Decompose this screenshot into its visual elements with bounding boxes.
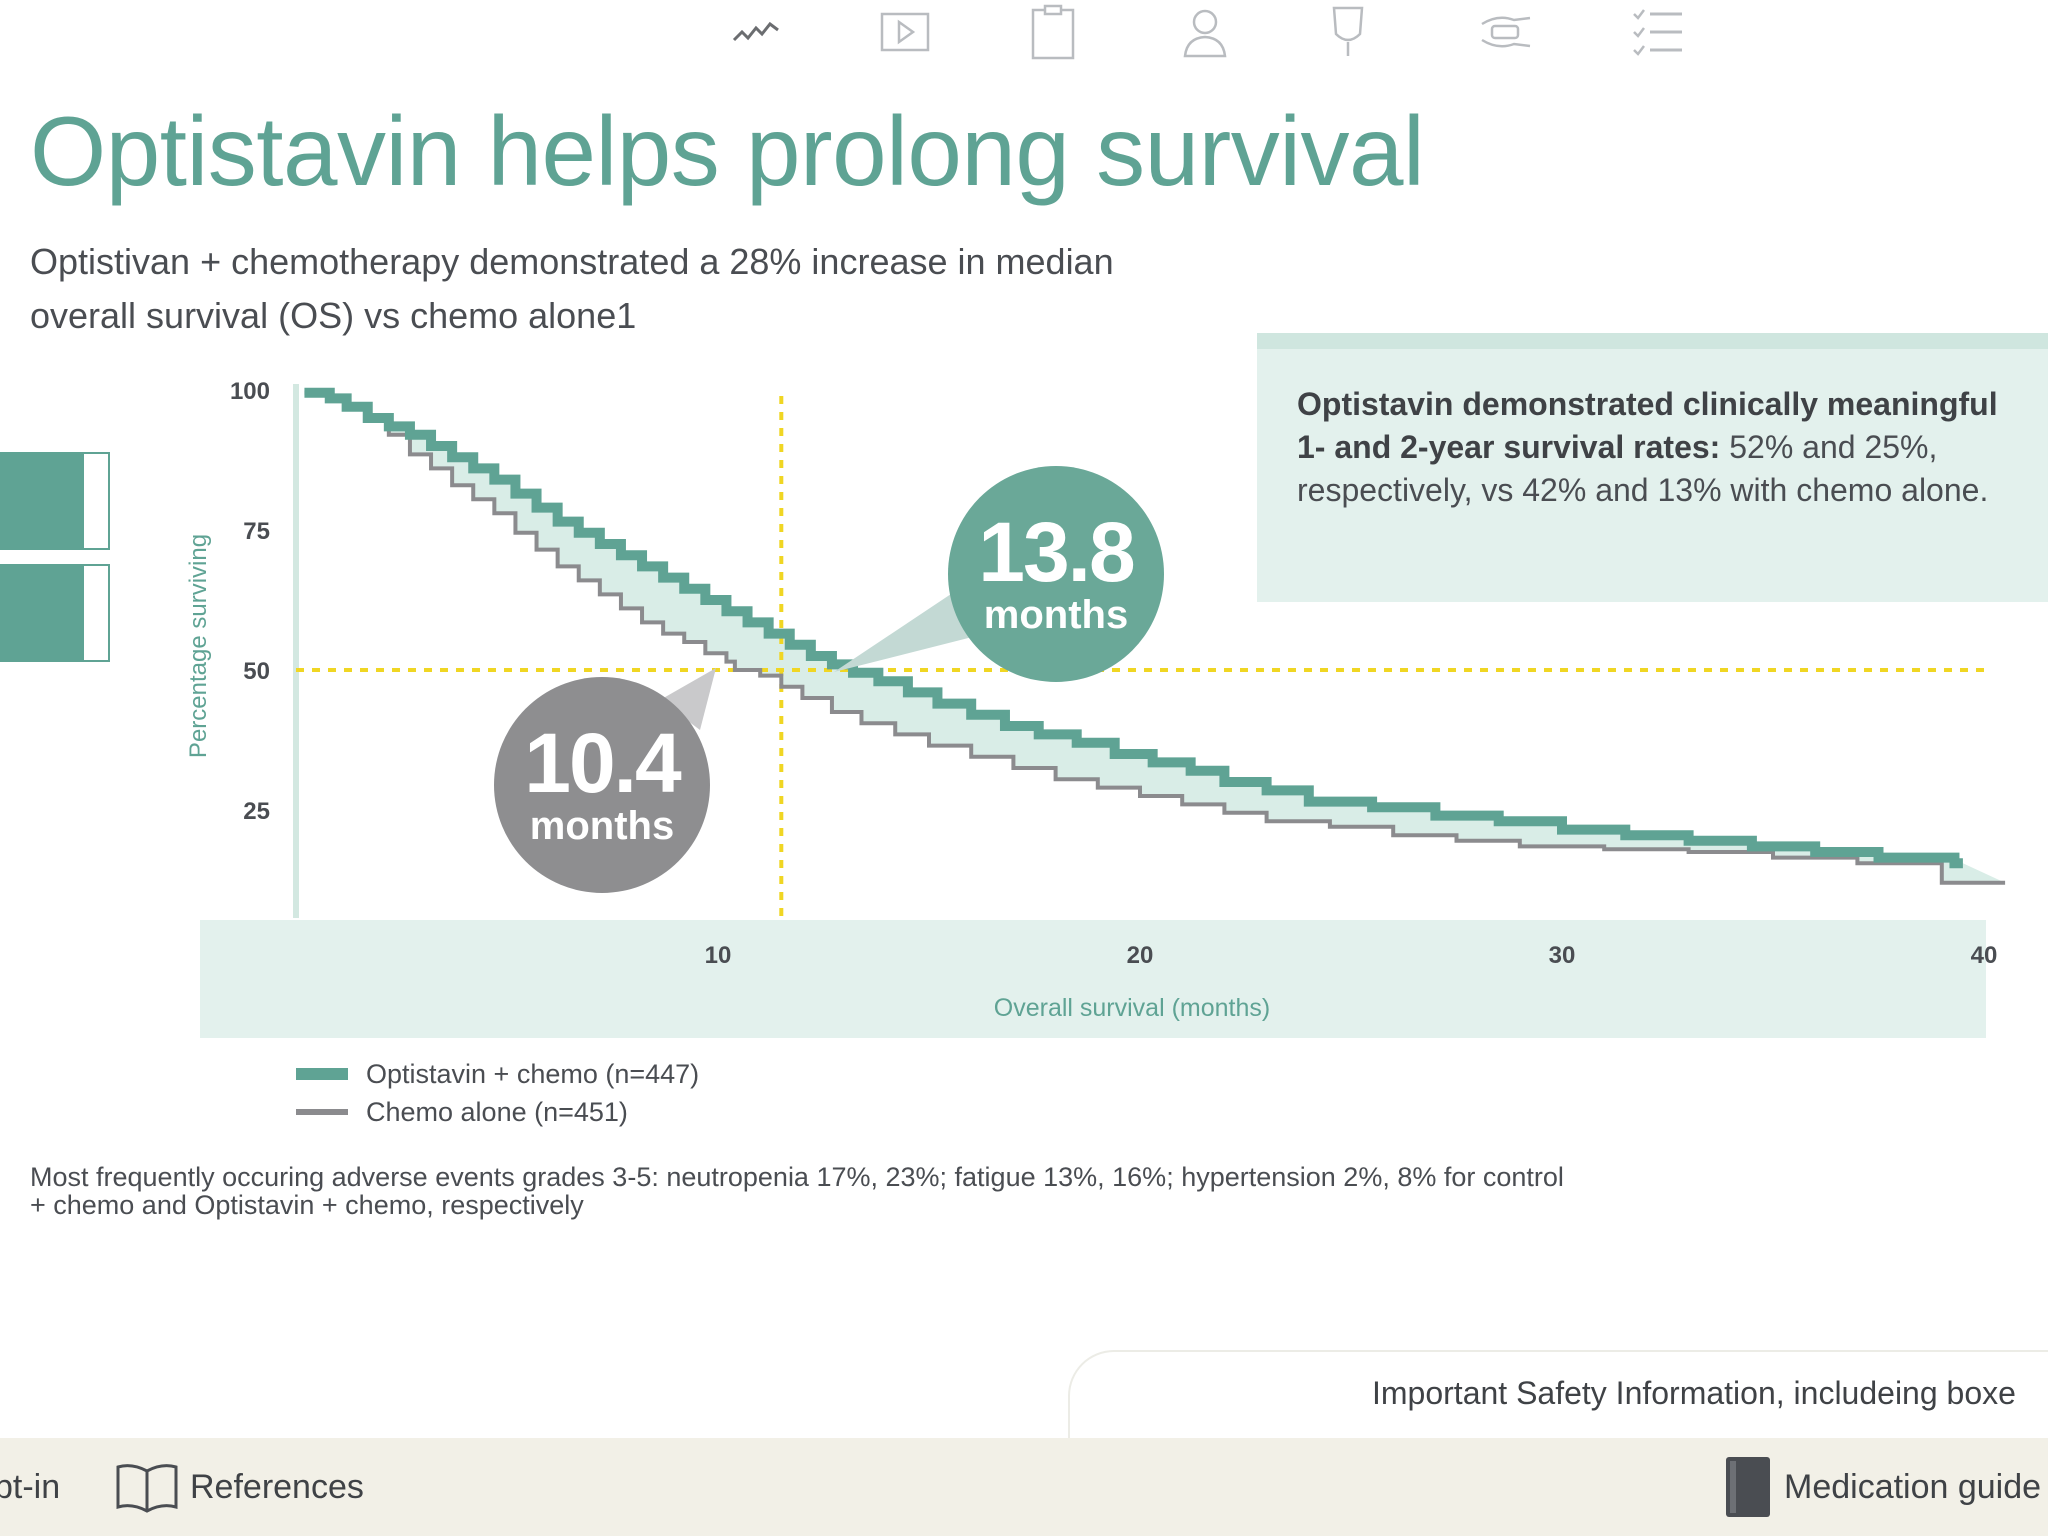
bottom-bar: pt-in References Medication guide [0,1438,2048,1536]
legend-item-chemo: Chemo alone (n=451) [296,1093,699,1131]
adverse-events-footnote: Most frequently occuring adverse events … [30,1162,1564,1220]
x-tick-label: 30 [1549,942,1576,969]
x-tick-label: 10 [705,942,732,969]
median-value-chemo: 10.4 [524,716,681,810]
references-link[interactable]: References [114,1438,364,1536]
clipboard-icon[interactable] [1025,4,1081,60]
chart-line-icon[interactable] [728,4,784,60]
opt-in-label: pt-in [0,1467,61,1506]
legend-label-optistavin: Optistavin + chemo (n=447) [366,1058,700,1089]
book-open-icon [116,1464,178,1513]
x-tick-labels: 10 20 30 40 [705,942,1998,969]
legend-item-optistavin: Optistavin + chemo (n=447) [296,1055,699,1093]
survival-rates-callout: Optistavin demonstrated clinically meani… [1257,333,2048,602]
side-tab-1[interactable] [0,452,110,550]
legend-label-chemo: Chemo alone (n=451) [366,1096,628,1127]
chart-legend: Optistavin + chemo (n=447) Chemo alone (… [296,1055,699,1131]
y-axis-label: Percentage surviving [185,534,212,758]
references-label: References [190,1467,364,1506]
checklist-icon[interactable] [1630,4,1686,60]
x-axis-label: Overall survival (months) [994,994,1270,1022]
medication-guide-label: Medication guide [1784,1467,2042,1506]
book-closed-icon [1726,1457,1770,1517]
side-tab-2[interactable] [0,564,110,662]
callout-text: Optistavin demonstrated clinically meani… [1297,383,2017,512]
patient-icon[interactable] [1177,4,1233,60]
y-tick-label: 100 [230,378,270,405]
legend-swatch-optistavin [296,1068,348,1080]
y-tick-label: 50 [243,658,270,685]
medication-guide-link[interactable]: Medication guide [1722,1438,2041,1536]
page-subtitle: Optistivan + chemotherapy demonstrated a… [30,241,1114,336]
video-play-icon[interactable] [877,4,933,60]
median-value-optistavin: 13.8 [978,505,1135,599]
iv-bag-icon[interactable] [1320,4,1376,60]
page-title: Optistavin helps prolong survival [30,96,1425,206]
y-tick-labels: 25 50 75 100 [230,378,270,825]
median-bubble-optistavin: 13.8 months [948,466,1164,682]
top-nav [0,0,2048,70]
y-tick-label: 25 [243,798,270,825]
hands-icon[interactable] [1478,4,1534,60]
important-safety-information-tab[interactable]: Important Safety Information, includeing… [1068,1350,2048,1450]
legend-swatch-chemo [296,1109,348,1115]
isi-label: Important Safety Information, includeing… [1372,1375,2016,1411]
opt-in-link[interactable]: pt-in [0,1438,60,1536]
median-bubble-chemo: 10.4 months [494,677,710,893]
x-tick-label: 40 [1971,942,1998,969]
median-unit-optistavin: months [983,593,1129,637]
y-tick-label: 75 [243,518,270,545]
x-tick-label: 20 [1127,942,1154,969]
median-unit-chemo: months [529,804,675,848]
x-axis-band [200,920,1986,1038]
